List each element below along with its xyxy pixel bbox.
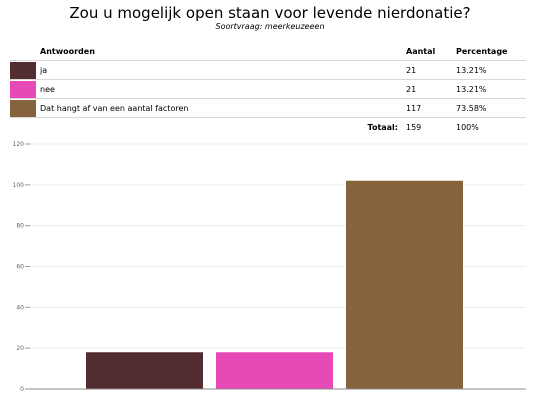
answer-count: 21 <box>406 60 456 80</box>
y-tick-label: 80 <box>16 223 24 230</box>
table-total-row: Totaal: 159 100% <box>10 117 526 136</box>
y-tick-label: 0 <box>20 386 24 393</box>
bar-chart: 0 20 40 60 80 100 120 <box>13 141 526 393</box>
answer-count: 21 <box>406 79 456 99</box>
chart-title: Zou u mogelijk open staan voor levende n… <box>69 4 471 22</box>
table-row: Dat hangt af van een aantal factoren 117… <box>10 98 526 118</box>
answer-label: Dat hangt af van een aantal factoren <box>40 98 406 118</box>
y-tick-label: 60 <box>16 264 24 271</box>
header-percentage: Percentage <box>456 43 526 61</box>
answer-label: nee <box>40 79 406 99</box>
color-swatch <box>10 61 36 79</box>
answer-percentage: 13.21% <box>456 60 526 80</box>
table-row: ja 21 13.21% <box>10 60 526 80</box>
total-count: 159 <box>406 117 456 136</box>
answer-count: 117 <box>406 98 456 118</box>
table-row: nee 21 13.21% <box>10 79 526 99</box>
bar <box>346 180 463 389</box>
table-header-row: Antwoorden Aantal Percentage <box>10 43 526 61</box>
y-tick-label: 20 <box>16 345 24 352</box>
answers-table: Antwoorden Aantal Percentage ja 21 13.21… <box>10 43 526 136</box>
color-swatch <box>10 99 36 117</box>
color-swatch <box>10 80 36 98</box>
bar <box>86 352 203 389</box>
answer-label: ja <box>40 60 406 80</box>
y-tick-label: 100 <box>13 182 25 189</box>
answer-percentage: 73.58% <box>456 98 526 118</box>
bar <box>216 352 333 389</box>
question-type: Soortvraag: meerkeuzeeen <box>215 22 325 31</box>
answer-percentage: 13.21% <box>456 79 526 99</box>
y-tick-label: 120 <box>13 141 25 148</box>
header-answers: Antwoorden <box>40 43 406 61</box>
total-percentage: 100% <box>456 117 526 136</box>
total-label: Totaal: <box>40 117 406 136</box>
header-count: Aantal <box>406 43 456 61</box>
y-tick-label: 40 <box>16 304 24 311</box>
